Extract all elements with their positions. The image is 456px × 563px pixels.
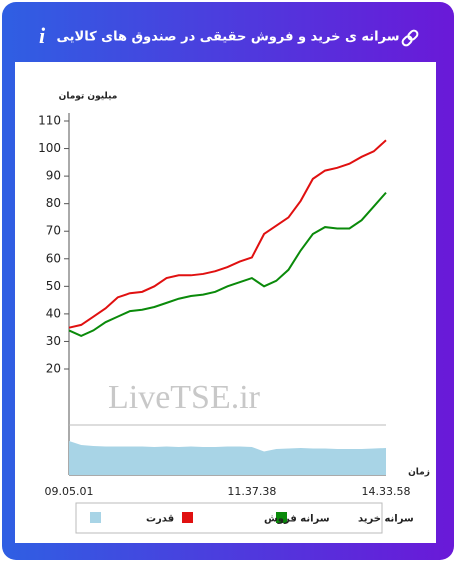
power-area: [69, 441, 386, 475]
y-tick-label: 50: [46, 279, 61, 293]
x-tick-label: 09.05.01: [45, 485, 94, 498]
x-tick-label: 14.33.58: [362, 485, 411, 498]
y-tick-label: 90: [46, 169, 61, 183]
legend-swatch: [90, 512, 101, 523]
legend-label: سرانه فروش: [264, 514, 330, 525]
y-axis-label: میلیون تومان: [59, 92, 118, 102]
y-tick-label: 100: [38, 141, 61, 155]
legend-swatch: [276, 512, 287, 523]
y-tick-label: 80: [46, 196, 61, 210]
legend-label: سرانه خرید: [358, 514, 414, 525]
series-line: [68, 191, 387, 338]
link-icon[interactable]: [401, 29, 419, 47]
y-tick-label: 30: [46, 334, 61, 348]
legend-swatch: [182, 512, 193, 523]
y-tick-label: 70: [46, 224, 61, 238]
chart-title: سرانه ی خرید و فروش حقیقی در صندوق های ک…: [56, 30, 399, 45]
x-axis-label: زمان: [408, 468, 430, 478]
y-tick-label: 20: [46, 362, 61, 376]
x-tick-label: 11.37.38: [227, 485, 276, 498]
legend: [75, 502, 383, 534]
y-tick-label: 110: [38, 114, 61, 128]
legend-label: قدرت: [146, 514, 174, 525]
watermark: LiveTSE.ir: [108, 379, 261, 416]
y-tick-label: 60: [46, 251, 61, 265]
y-tick-label: 40: [46, 306, 61, 320]
series-line: [68, 139, 387, 329]
info-icon[interactable]: i: [39, 23, 46, 48]
